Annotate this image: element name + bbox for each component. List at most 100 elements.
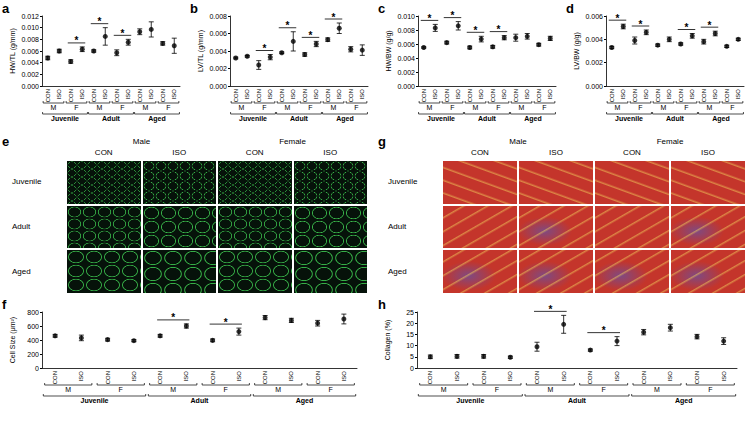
- svg-text:0.012: 0.012: [21, 13, 39, 20]
- svg-text:CON: CON: [279, 89, 285, 102]
- svg-text:CON: CON: [160, 89, 166, 102]
- svg-text:ISO: ISO: [267, 89, 273, 100]
- svg-text:*: *: [708, 20, 712, 31]
- svg-text:Juvenile: Juvenile: [239, 115, 267, 122]
- svg-text:CON: CON: [421, 89, 427, 102]
- svg-text:Adult: Adult: [102, 115, 121, 122]
- svg-text:F: F: [450, 104, 454, 111]
- svg-text:F: F: [329, 386, 333, 393]
- svg-text:CON: CON: [641, 371, 647, 384]
- svg-text:*: *: [121, 28, 125, 39]
- svg-text:M: M: [275, 386, 281, 393]
- svg-text:ISO: ISO: [507, 371, 513, 382]
- svg-text:HW/BW (g/g): HW/BW (g/g): [385, 30, 393, 71]
- svg-text:*: *: [616, 13, 620, 24]
- svg-text:ISO: ISO: [236, 371, 242, 382]
- svg-text:ISO: ISO: [359, 89, 365, 100]
- svg-text:LV/TL (g/mm): LV/TL (g/mm): [197, 30, 205, 72]
- svg-text:CON: CON: [233, 89, 239, 102]
- svg-text:15: 15: [406, 331, 414, 338]
- svg-text:Juvenile: Juvenile: [615, 115, 643, 122]
- svg-text:F: F: [166, 104, 170, 111]
- svg-text:*: *: [75, 35, 79, 46]
- svg-text:M: M: [97, 104, 103, 111]
- svg-text:CON: CON: [348, 89, 354, 102]
- svg-text:0.008: 0.008: [397, 27, 415, 34]
- svg-text:M: M: [654, 386, 660, 393]
- svg-text:Aged: Aged: [148, 115, 166, 123]
- svg-text:F: F: [496, 104, 500, 111]
- svg-text:ISO: ISO: [721, 371, 727, 382]
- svg-text:CON: CON: [325, 89, 331, 102]
- svg-text:ISO: ISO: [547, 89, 553, 100]
- svg-text:M: M: [331, 104, 337, 111]
- svg-text:ISO: ISO: [454, 371, 460, 382]
- svg-text:Aged: Aged: [296, 397, 314, 405]
- svg-text:*: *: [602, 325, 606, 336]
- svg-text:F: F: [542, 104, 546, 111]
- svg-text:F: F: [119, 386, 123, 393]
- svg-text:Aged: Aged: [675, 397, 693, 405]
- svg-text:200: 200: [27, 351, 39, 358]
- svg-text:ISO: ISO: [341, 371, 347, 382]
- svg-text:0.010: 0.010: [397, 13, 415, 20]
- svg-text:CON: CON: [678, 89, 684, 102]
- svg-text:0.004: 0.004: [585, 36, 603, 43]
- svg-text:ISO: ISO: [712, 89, 718, 100]
- svg-text:0: 0: [410, 365, 414, 372]
- svg-text:F: F: [730, 104, 734, 111]
- svg-text:*: *: [474, 25, 478, 36]
- svg-text:M: M: [473, 104, 479, 111]
- svg-text:CON: CON: [45, 89, 51, 102]
- svg-text:Juvenile: Juvenile: [80, 397, 108, 404]
- svg-text:M: M: [51, 104, 57, 111]
- svg-text:ISO: ISO: [56, 89, 62, 100]
- svg-text:Adult: Adult: [666, 115, 685, 122]
- svg-text:CON: CON: [694, 371, 700, 384]
- svg-text:F: F: [120, 104, 124, 111]
- svg-text:Cell Size (μm²): Cell Size (μm²): [9, 317, 17, 363]
- svg-text:CON: CON: [490, 89, 496, 102]
- svg-text:ISO: ISO: [288, 371, 294, 382]
- svg-text:ISO: ISO: [336, 89, 342, 100]
- svg-text:Juvenile: Juvenile: [51, 115, 79, 122]
- svg-text:0.006: 0.006: [585, 13, 603, 20]
- svg-text:800: 800: [27, 309, 39, 316]
- svg-text:F: F: [638, 104, 642, 111]
- svg-text:HW/TL (g/mm): HW/TL (g/mm): [9, 28, 17, 74]
- svg-text:0.004: 0.004: [397, 55, 415, 62]
- svg-text:ISO: ISO: [432, 89, 438, 100]
- svg-text:d: d: [566, 1, 574, 16]
- svg-text:Juvenile: Juvenile: [427, 115, 455, 122]
- svg-text:M: M: [707, 104, 713, 111]
- svg-text:F: F: [684, 104, 688, 111]
- svg-text:CON: CON: [655, 89, 661, 102]
- svg-text:*: *: [332, 12, 336, 23]
- svg-text:0.002: 0.002: [585, 59, 603, 66]
- svg-text:M: M: [615, 104, 621, 111]
- svg-text:CON: CON: [262, 371, 268, 384]
- svg-text:CON: CON: [444, 89, 450, 102]
- svg-text:CON: CON: [632, 89, 638, 102]
- svg-text:ISO: ISO: [78, 371, 84, 382]
- svg-text:ISO: ISO: [125, 89, 131, 100]
- svg-text:Aged: Aged: [712, 115, 730, 123]
- svg-text:0.000: 0.000: [585, 83, 603, 90]
- svg-text:CON: CON: [68, 89, 74, 102]
- svg-text:*: *: [428, 13, 432, 24]
- svg-text:ISO: ISO: [561, 371, 567, 382]
- svg-text:20: 20: [406, 320, 414, 327]
- svg-text:CON: CON: [114, 89, 120, 102]
- svg-text:*: *: [286, 20, 290, 31]
- svg-text:CON: CON: [536, 89, 542, 102]
- svg-text:CON: CON: [587, 371, 593, 384]
- svg-text:CON: CON: [302, 89, 308, 102]
- svg-text:25: 25: [406, 309, 414, 316]
- svg-text:Collagen (%): Collagen (%): [384, 320, 392, 360]
- svg-text:CON: CON: [52, 371, 58, 384]
- svg-text:CON: CON: [91, 89, 97, 102]
- svg-text:F: F: [308, 104, 312, 111]
- svg-text:0.008: 0.008: [21, 36, 39, 43]
- svg-text:h: h: [378, 297, 386, 312]
- svg-text:CON: CON: [534, 371, 540, 384]
